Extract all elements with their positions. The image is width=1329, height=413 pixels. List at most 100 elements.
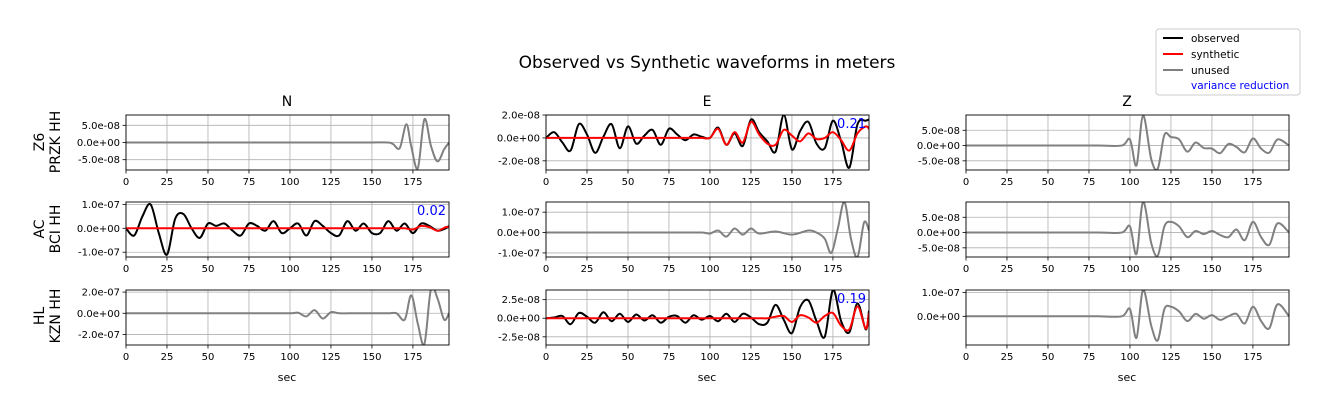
row-label-3-network: HL xyxy=(32,307,48,326)
panel-r3-e-ytick-label-2: -2.5e-08 xyxy=(498,332,540,343)
panel-r1-z-ytick-label-1: 0.0e+00 xyxy=(917,141,960,152)
panel-r2-e-xtick-label-25: 25 xyxy=(581,264,594,275)
panel-r2-n-xtick-label-100: 100 xyxy=(280,264,299,275)
column-title-z: Z xyxy=(1122,94,1132,110)
legend-label-variance-reduction: variance reduction xyxy=(1191,80,1289,92)
legend-label-observed: observed xyxy=(1191,33,1240,45)
panel-r2-e-frame xyxy=(545,201,870,258)
panel-r1-n-xtick-label-175: 175 xyxy=(403,177,422,188)
panel-r1-e-xtick-label-75: 75 xyxy=(663,177,676,188)
panel-r1-n-xtick-label-0: 0 xyxy=(123,177,129,188)
panel-r2-z-ytick-label-2: -5.0e-08 xyxy=(918,243,960,254)
row-label-1-station: PRZK HH xyxy=(48,111,64,173)
panel-r2-n-xtick-label-175: 175 xyxy=(403,264,422,275)
panel-r1-z-frame xyxy=(965,114,1290,171)
panel-r2-n-variance-reduction: 0.02 xyxy=(417,204,446,219)
row-label-3-station: KZN HH xyxy=(48,289,64,344)
panel-r3-e-observed-line xyxy=(546,290,869,339)
column-title-n: N xyxy=(282,94,292,110)
panel-r2-z: 0 25 50 75 100 125 150 175 5.0e-08 0.0e+00 -5.0e-0… xyxy=(917,201,1290,275)
panel-r2-e-xtick-label-100: 100 xyxy=(700,264,719,275)
panel-r1-z-xtick-label-100: 100 xyxy=(1120,177,1139,188)
panel-r3-e-ytick-label-0: 2.5e-08 xyxy=(502,295,540,306)
panel-r1-e-xtick-label-50: 50 xyxy=(622,177,635,188)
panel-r2-e-xtick-label-75: 75 xyxy=(663,264,676,275)
panel-r2-e-ytick-label-0: 1.0e-07 xyxy=(502,208,540,219)
panel-r1-e-xtick-label-100: 100 xyxy=(700,177,719,188)
panel-r1-n-xtick-label-125: 125 xyxy=(321,177,340,188)
panel-r2-e-xtick-label-50: 50 xyxy=(622,264,635,275)
legend-label-synthetic: synthetic xyxy=(1191,49,1240,61)
row-label-2: AC BCI HH xyxy=(32,205,64,254)
panel-r2-e-xtick-label-0: 0 xyxy=(543,264,549,275)
panel-r1-z-xtick-label-0: 0 xyxy=(963,177,969,188)
row-label-3: HL KZN HH xyxy=(32,289,64,344)
panel-r3-n-xtick-label-0: 0 xyxy=(123,352,129,363)
panel-r1-z-xtick-label-125: 125 xyxy=(1161,177,1180,188)
panel-r2-z-ytick-label-0: 5.0e-08 xyxy=(922,213,960,224)
panel-r3-e-xtick-label-100: 100 xyxy=(700,352,719,363)
panel-r3-z-xtick-label-75: 75 xyxy=(1083,352,1096,363)
panel-r2-n-xtick-label-150: 150 xyxy=(362,264,381,275)
panel-r3-n-xtick-label-150: 150 xyxy=(362,352,381,363)
panel-r2-n-xtick-label-25: 25 xyxy=(161,264,174,275)
panel-r1-z-xtick-label-150: 150 xyxy=(1202,177,1221,188)
panel-r3-z-ytick-label-1: 0.0e+00 xyxy=(917,312,960,323)
panel-r1-e-variance-reduction: 0.21 xyxy=(837,117,866,132)
panel-r2-n-ytick-label-2: -1.0e-07 xyxy=(78,248,120,259)
panel-r2-z-xtick-label-150: 150 xyxy=(1202,264,1221,275)
panel-r1-n-ytick-label-2: -5.0e-08 xyxy=(78,155,120,166)
panel-r3-n-ytick-label-2: -2.0e-07 xyxy=(78,330,120,341)
panel-r1-n-xtick-label-75: 75 xyxy=(243,177,256,188)
panel-r3-n-xtick-label-50: 50 xyxy=(202,352,215,363)
panel-r1-n-ytick-label-1: 0.0e+00 xyxy=(77,138,120,149)
panel-r1-n-ytick-label-0: 5.0e-08 xyxy=(82,121,120,132)
panel-r3-z-unused-line xyxy=(966,290,1289,342)
panel-r3-n-xtick-label-125: 125 xyxy=(321,352,340,363)
panel-r3-n-frame xyxy=(125,289,450,346)
panel-r2-z-frame xyxy=(965,201,1290,258)
panel-r3-e: 0 25 50 75 100 125 150 175 2.5e-08 0.0e+00 -2.5e-0… xyxy=(497,289,870,363)
panel-r1-e-synthetic-line xyxy=(546,120,869,152)
panel-r1-e-xtick-label-125: 125 xyxy=(741,177,760,188)
panel-r3-z-xtick-label-100: 100 xyxy=(1120,352,1139,363)
panel-r1-e: 0 25 50 75 100 125 150 175 2.0e-08 0.0e+00 -2.0e-0… xyxy=(497,111,870,188)
panel-r1-z-xtick-label-50: 50 xyxy=(1042,177,1055,188)
panel-r2-n-xtick-label-75: 75 xyxy=(243,264,256,275)
panel-r2-e: 0 25 50 75 100 125 150 175 1.0e-07 0.0e+00 -1.0e-0… xyxy=(497,201,870,275)
panel-r2-n-xtick-label-50: 50 xyxy=(202,264,215,275)
panel-r2-n-ytick-label-0: 1.0e-07 xyxy=(82,200,120,211)
panel-r3-e-xtick-label-150: 150 xyxy=(782,352,801,363)
figure-title: Observed vs Synthetic waveforms in meter… xyxy=(519,53,896,73)
panel-r2-n-ytick-label-1: 0.0e+00 xyxy=(77,224,120,235)
panel-r3-z-xtick-label-0: 0 xyxy=(963,352,969,363)
panel-r1-n-xtick-label-100: 100 xyxy=(280,177,299,188)
panel-r1-n-xtick-label-25: 25 xyxy=(161,177,174,188)
panel-r3-z-xtick-label-50: 50 xyxy=(1042,352,1055,363)
row-label-1: Z6 PRZK HH xyxy=(32,111,64,173)
panel-r1-z-xtick-label-175: 175 xyxy=(1243,177,1262,188)
panel-r1-z-xtick-label-75: 75 xyxy=(1083,177,1096,188)
panel-r1-z-xtick-label-25: 25 xyxy=(1001,177,1014,188)
panel-r2-e-ytick-label-2: -1.0e-07 xyxy=(498,248,540,259)
panel-r3-e-ytick-label-1: 0.0e+00 xyxy=(497,314,540,325)
panel-r1-n-unused-line xyxy=(126,117,449,170)
panel-r2-e-xtick-label-125: 125 xyxy=(741,264,760,275)
panel-r3-z-ytick-label-0: 1.0e-07 xyxy=(922,288,960,299)
panel-r2-z-xtick-label-75: 75 xyxy=(1083,264,1096,275)
panel-r2-n: 0 25 50 75 100 125 150 175 1.0e-07 0.0e+00 -1.0e-0… xyxy=(77,200,450,275)
panel-r3-n-ytick-label-0: 2.0e-07 xyxy=(82,288,120,299)
panel-r2-n-observed-line xyxy=(126,202,449,256)
legend-label-unused: unused xyxy=(1191,65,1230,77)
panel-r2-z-ytick-label-1: 0.0e+00 xyxy=(917,228,960,239)
panel-r3-e-variance-reduction: 0.19 xyxy=(837,292,866,307)
panel-r3-z-xtick-label-150: 150 xyxy=(1202,352,1221,363)
panel-r1-e-ytick-label-1: 0.0e+00 xyxy=(497,133,540,144)
panel-r2-z-unused-line xyxy=(966,202,1289,257)
panel-r3-n-xtick-label-175: 175 xyxy=(403,352,422,363)
x-axis-label-e: sec xyxy=(698,371,717,384)
panel-r2-z-xtick-label-50: 50 xyxy=(1042,264,1055,275)
panel-r1-e-xtick-label-25: 25 xyxy=(581,177,594,188)
panel-r2-e-unused-line xyxy=(546,202,869,257)
